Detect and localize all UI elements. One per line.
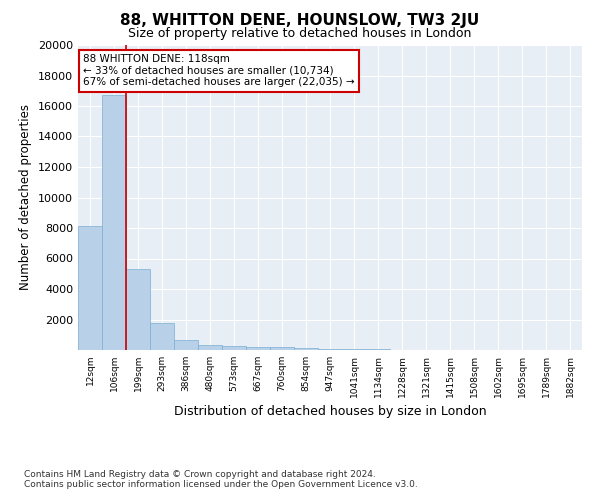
Bar — [294, 348, 318, 350]
Bar — [318, 349, 342, 350]
Bar — [174, 340, 198, 350]
Y-axis label: Number of detached properties: Number of detached properties — [19, 104, 32, 290]
Bar — [222, 346, 246, 350]
Text: 88 WHITTON DENE: 118sqm
← 33% of detached houses are smaller (10,734)
67% of sem: 88 WHITTON DENE: 118sqm ← 33% of detache… — [83, 54, 355, 88]
Bar — [126, 269, 150, 350]
Bar — [150, 324, 174, 350]
Text: Size of property relative to detached houses in London: Size of property relative to detached ho… — [128, 28, 472, 40]
Bar — [246, 347, 270, 350]
Text: Contains public sector information licensed under the Open Government Licence v3: Contains public sector information licen… — [24, 480, 418, 489]
Bar — [270, 347, 294, 350]
Text: 88, WHITTON DENE, HOUNSLOW, TW3 2JU: 88, WHITTON DENE, HOUNSLOW, TW3 2JU — [121, 12, 479, 28]
Text: Contains HM Land Registry data © Crown copyright and database right 2024.: Contains HM Land Registry data © Crown c… — [24, 470, 376, 479]
Bar — [198, 344, 222, 350]
Bar — [78, 226, 102, 350]
Bar — [342, 349, 366, 350]
X-axis label: Distribution of detached houses by size in London: Distribution of detached houses by size … — [173, 406, 487, 418]
Bar — [102, 96, 126, 350]
